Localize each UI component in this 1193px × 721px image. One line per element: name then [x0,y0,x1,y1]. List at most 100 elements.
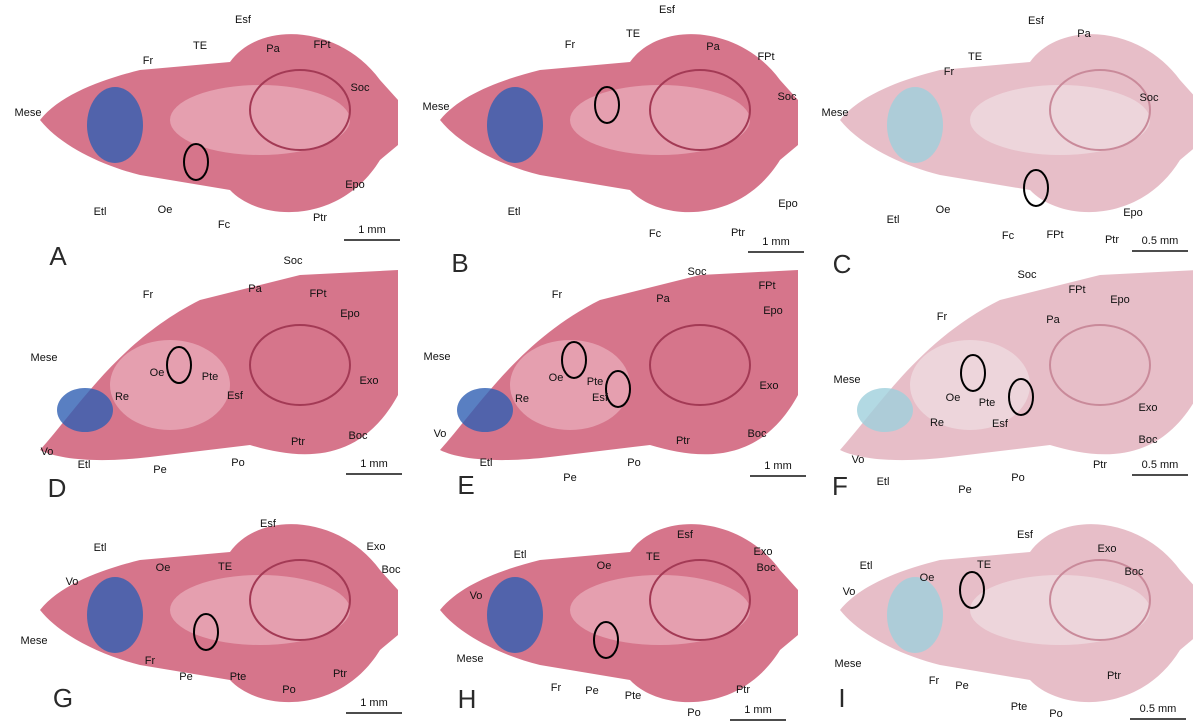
structure-label: TE [968,51,982,63]
scale-label: 0.5 mm [1142,459,1179,471]
structure-label: Etl [877,476,890,488]
structure-label: FPt [309,288,326,300]
structure-label: Fr [551,682,562,694]
structure-label: Boc [382,564,401,576]
cartilage [57,388,113,432]
scale-label: 1 mm [744,704,772,716]
structure-label: Etl [887,214,900,226]
structure-label: TE [193,40,207,52]
structure-label: Epo [778,198,798,210]
structure-label: Esf [1028,15,1045,27]
structure-label: Etl [94,542,107,554]
figure: Mese Fr TE Esf Pa FPt Soc Etl Oe Fc Ptr Epo A 1 mm Mes… [0,0,1193,721]
scale-label: 0.5 mm [1142,235,1179,247]
structure-label: TE [626,28,640,40]
structure-label: Pe [958,484,971,496]
structure-label: Etl [860,560,873,572]
structure-label: Esf [260,518,277,530]
scale-label: 1 mm [360,458,388,470]
cartilage [887,87,943,163]
structure-label: Re [115,391,129,403]
structure-label: Vo [434,428,447,440]
structure-label: Mese [31,352,58,364]
structure-label: Mese [835,658,862,670]
structure-label: Boc [757,562,776,574]
panel-letter: C [833,249,852,279]
structure-label: Fr [944,66,955,78]
structure-label: Pe [153,464,166,476]
structure-label: Esf [592,392,609,404]
cartilage [87,87,143,163]
structure-label: Boc [1139,434,1158,446]
structure-label: Mese [834,374,861,386]
structure-label: Pte [1011,701,1028,713]
structure-label: Po [231,457,244,469]
structure-label: Fc [218,219,231,231]
structure-label: Epo [1110,294,1130,306]
structure-label: Fr [937,311,948,323]
structure-label: Boc [1125,566,1144,578]
structure-label: Soc [1140,92,1159,104]
structure-label: Oe [920,572,935,584]
cavity [170,575,350,645]
structure-label: Mese [15,107,42,119]
structure-label: Ptr [291,436,305,448]
structure-label: Po [282,684,295,696]
cartilage [87,577,143,653]
structure-label: Pe [563,472,576,484]
structure-label: Pa [248,283,262,295]
structure-label: Pe [179,671,192,683]
structure-label: Pte [230,671,247,683]
structure-label: Boc [349,430,368,442]
structure-label: Pte [202,371,219,383]
scale-label: 1 mm [360,697,388,709]
structure-label: Etl [480,457,493,469]
structure-label: Oe [150,367,165,379]
cavity [970,85,1150,155]
structure-label: Po [1049,708,1062,720]
panel-letter: B [451,248,468,278]
structure-label: Exo [760,380,779,392]
structure-label: TE [977,559,991,571]
structure-label: Oe [156,562,171,574]
structure-label: Pte [587,376,604,388]
structure-label: Mese [457,653,484,665]
cavity [970,575,1150,645]
structure-label: Po [1011,472,1024,484]
cavity [510,340,630,430]
structure-label: Pte [625,690,642,702]
structure-label: TE [218,561,232,573]
structure-label: Ptr [736,684,750,696]
structure-label: Esf [659,4,676,16]
structure-label: Etl [94,206,107,218]
structure-label: Pa [706,41,720,53]
cartilage [487,87,543,163]
cartilage [857,388,913,432]
structure-label: Epo [763,305,783,317]
panel-letter: A [49,241,67,271]
structure-label: Mese [423,101,450,113]
structure-label: Exo [754,546,773,558]
structure-label: Mese [424,351,451,363]
structure-label: Oe [158,204,173,216]
structure-label: Fc [1002,230,1015,242]
skull-photo [840,34,1193,212]
structure-label: Esf [1017,529,1034,541]
structure-label: Epo [345,179,365,191]
structure-label: Fc [649,228,662,240]
structure-label: Soc [1018,269,1037,281]
structure-label: Vo [41,446,54,458]
structure-label: FPt [313,39,330,51]
structure-label: Exo [1098,543,1117,555]
structure-label: Vo [852,454,865,466]
structure-label: TE [646,551,660,563]
skull-photo [440,524,798,702]
structure-label: Vo [470,590,483,602]
structure-label: Oe [549,372,564,384]
structure-label: Exo [1139,402,1158,414]
structure-label: Pa [266,43,280,55]
structure-label: Ptr [313,212,327,224]
skull-photo [440,270,798,460]
structure-label: FPt [1046,229,1063,241]
structure-label: Boc [748,428,767,440]
